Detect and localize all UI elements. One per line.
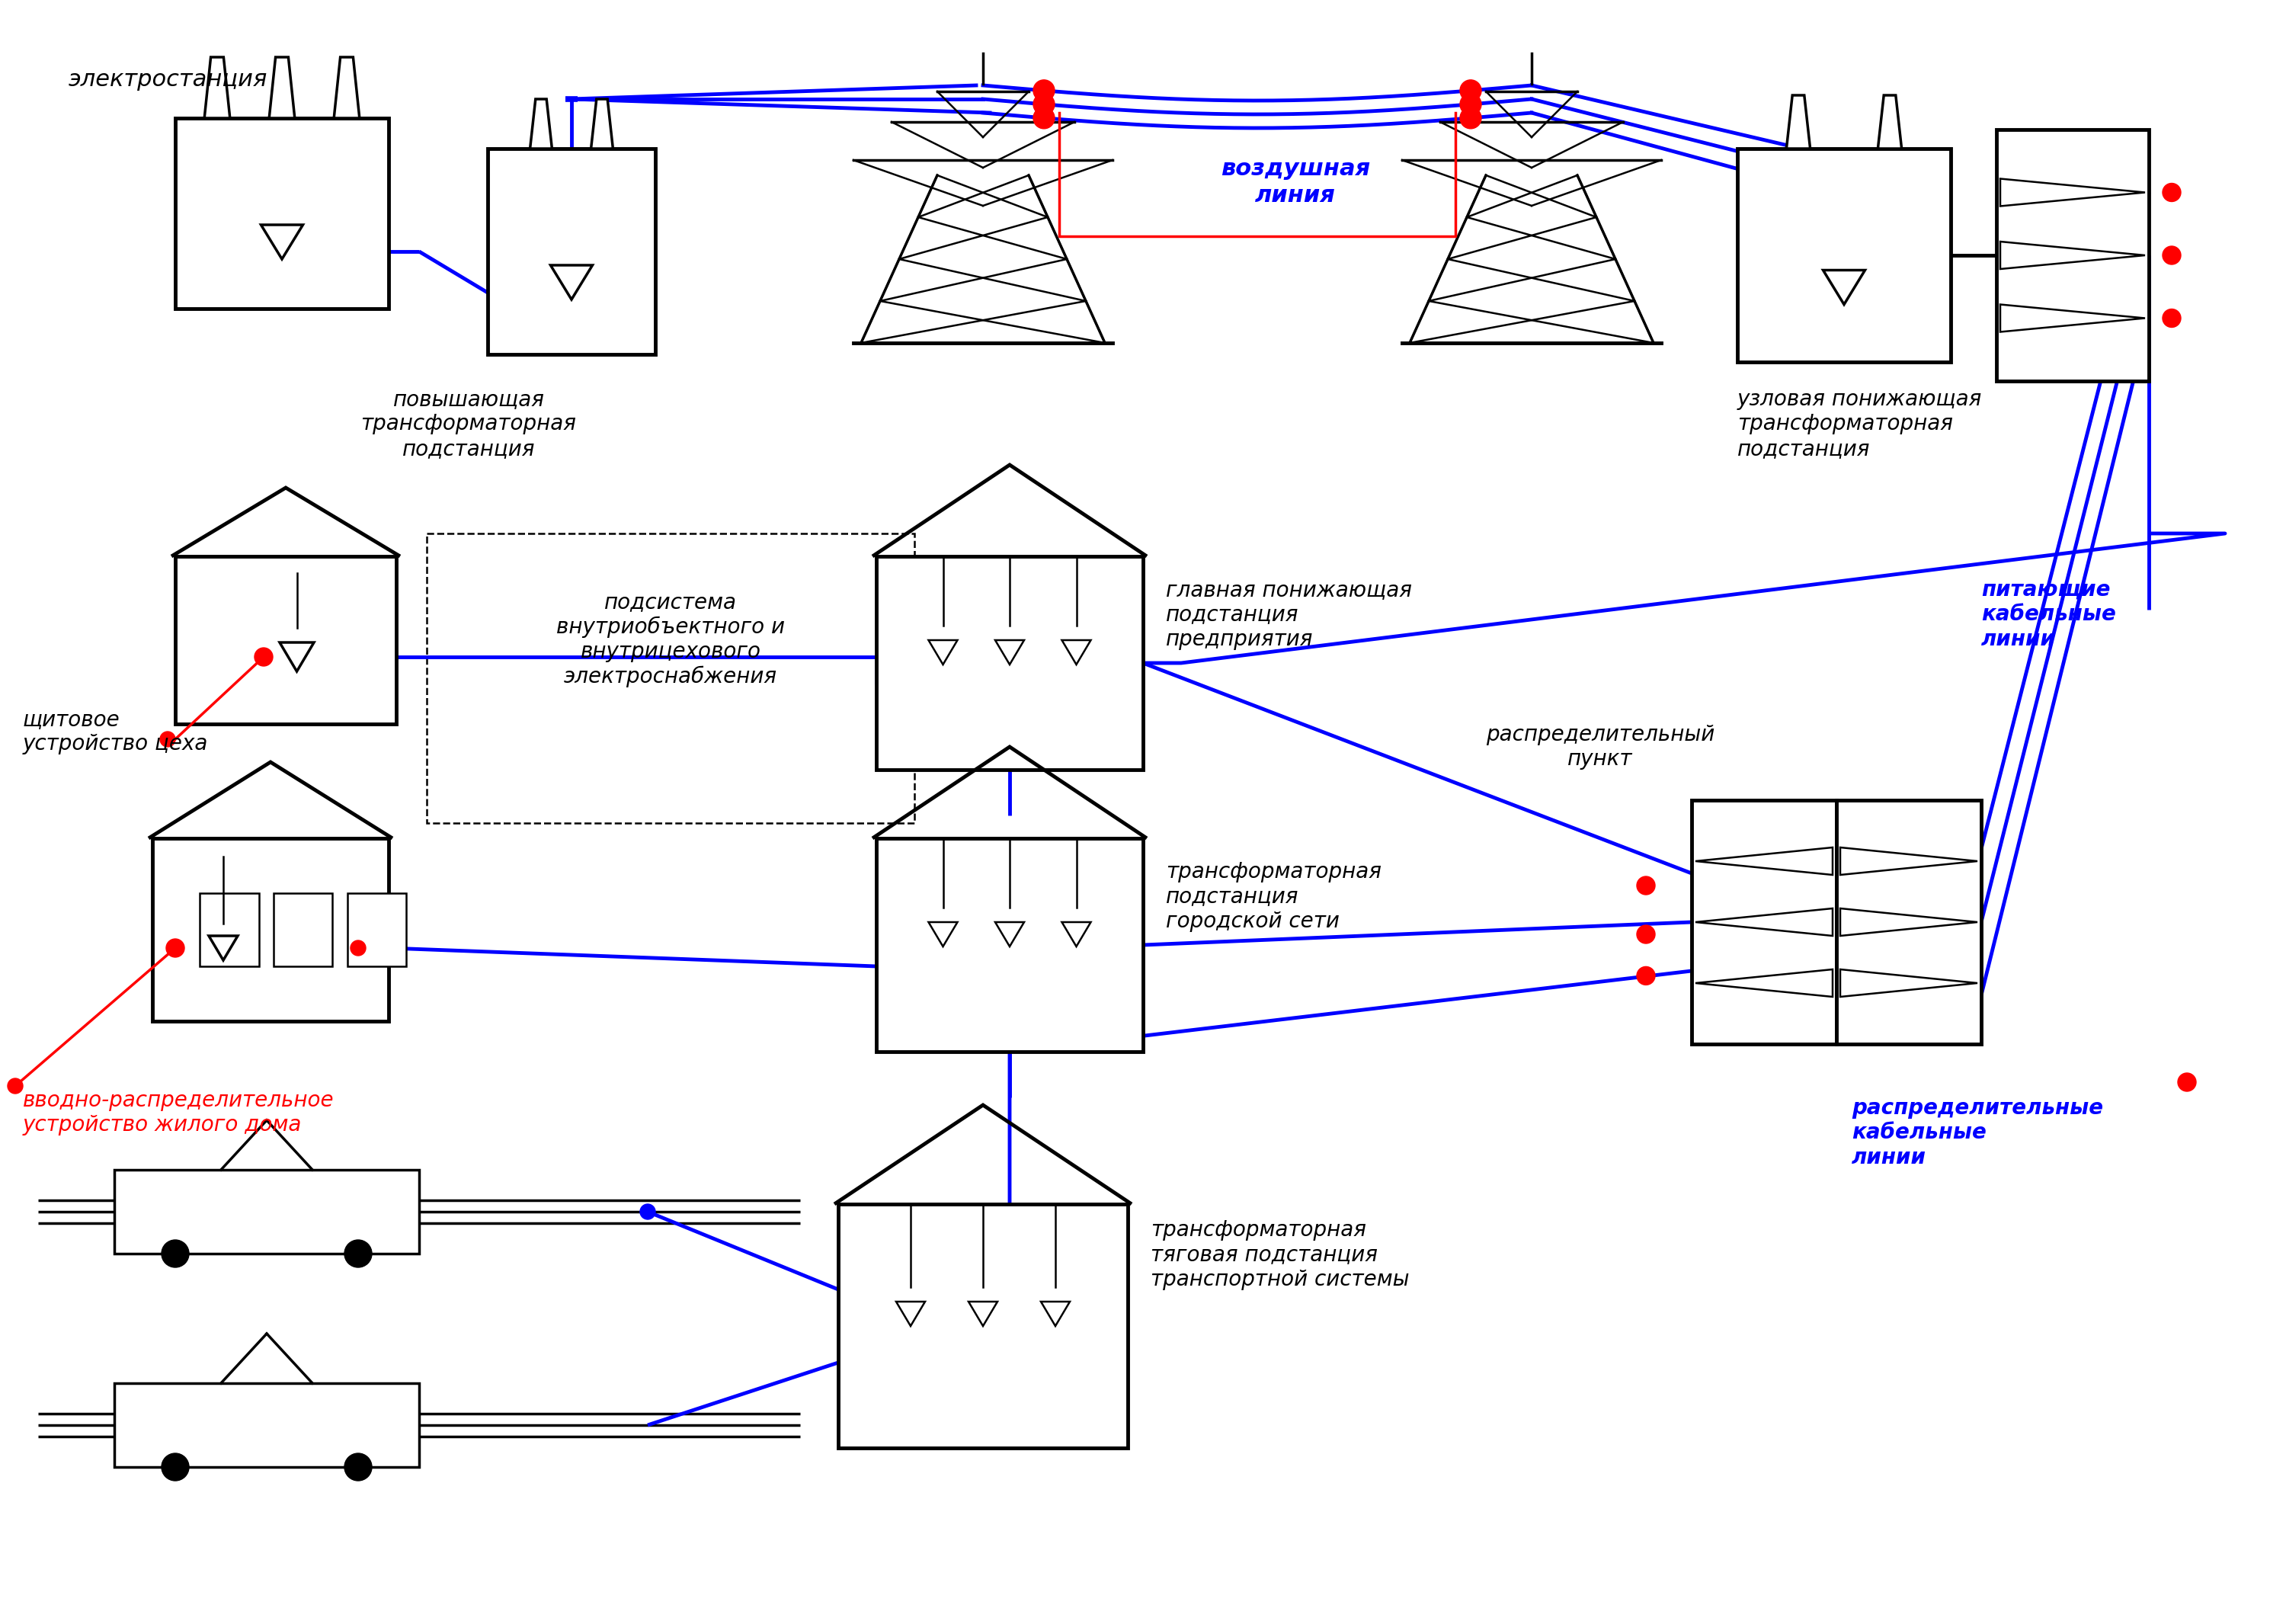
Polygon shape <box>592 99 613 149</box>
Polygon shape <box>1840 970 1977 997</box>
Text: подсистема
внутриобъектного и
внутрицехового
электроснабжения: подсистема внутриобъектного и внутрицехо… <box>555 591 784 687</box>
Circle shape <box>160 731 176 747</box>
Text: узловая понижающая
трансформаторная
подстанция: узловая понижающая трансформаторная подс… <box>1737 388 1982 460</box>
Bar <box>839 1203 1127 1449</box>
Polygon shape <box>994 640 1024 664</box>
Circle shape <box>640 1203 656 1220</box>
Polygon shape <box>928 640 958 664</box>
Text: трансформаторная
тяговая подстанция
транспортной системы: трансформаторная тяговая подстанция тран… <box>1150 1220 1408 1289</box>
Polygon shape <box>994 922 1024 947</box>
Text: главная понижающая
подстанция
предприятия: главная понижающая подстанция предприяти… <box>1166 580 1413 650</box>
Circle shape <box>350 940 366 955</box>
Text: повышающая
трансформаторная
подстанция: повышающая трансформаторная подстанция <box>361 388 576 460</box>
Circle shape <box>1033 94 1054 115</box>
Circle shape <box>2179 1073 2197 1091</box>
Text: вводно-распределительное
устройство жилого дома: вводно-распределительное устройство жило… <box>23 1090 334 1135</box>
Polygon shape <box>261 224 302 260</box>
Circle shape <box>167 939 185 957</box>
Bar <box>1996 130 2149 382</box>
Text: трансформаторная
подстанция
городской сети: трансформаторная подстанция городской се… <box>1166 861 1381 932</box>
Bar <box>347 893 407 966</box>
Polygon shape <box>2000 179 2144 206</box>
Polygon shape <box>334 57 359 119</box>
Circle shape <box>1461 107 1481 128</box>
Circle shape <box>1637 966 1655 984</box>
Text: питающие
кабельные
линии: питающие кабельные линии <box>1982 580 2117 650</box>
Circle shape <box>1637 877 1655 895</box>
Bar <box>1692 801 1836 1044</box>
Circle shape <box>162 1453 190 1481</box>
Circle shape <box>345 1453 373 1481</box>
Polygon shape <box>1696 908 1833 935</box>
Circle shape <box>345 1239 373 1267</box>
Bar <box>153 838 389 1021</box>
Text: распределительные
кабельные
линии: распределительные кабельные линии <box>1852 1098 2103 1168</box>
Polygon shape <box>203 57 231 119</box>
Polygon shape <box>896 1302 926 1327</box>
Polygon shape <box>1824 270 1865 304</box>
Circle shape <box>162 1239 190 1267</box>
Polygon shape <box>530 99 551 149</box>
Bar <box>199 893 258 966</box>
Text: щитовое
устройство цеха: щитовое устройство цеха <box>23 708 208 755</box>
Bar <box>876 557 1143 770</box>
Polygon shape <box>551 265 592 299</box>
Polygon shape <box>1040 1302 1070 1327</box>
Circle shape <box>1461 94 1481 115</box>
Bar <box>114 1384 418 1466</box>
Bar <box>487 149 656 354</box>
Polygon shape <box>1840 908 1977 935</box>
Bar <box>876 838 1143 1052</box>
Circle shape <box>2163 309 2181 328</box>
Polygon shape <box>1696 970 1833 997</box>
Bar <box>427 533 914 823</box>
Polygon shape <box>1061 922 1090 947</box>
Text: воздушная: воздушная <box>1221 158 1369 180</box>
Bar <box>1836 801 1982 1044</box>
Circle shape <box>2163 184 2181 201</box>
Polygon shape <box>2000 304 2144 331</box>
Bar <box>176 557 395 724</box>
Bar <box>1737 149 1950 362</box>
Polygon shape <box>1785 96 1811 149</box>
Polygon shape <box>969 1302 997 1327</box>
Polygon shape <box>279 643 313 671</box>
Circle shape <box>1461 80 1481 101</box>
Circle shape <box>1637 926 1655 944</box>
Circle shape <box>1033 107 1054 128</box>
Bar <box>176 119 389 309</box>
Polygon shape <box>1061 640 1090 664</box>
Circle shape <box>7 1078 23 1093</box>
Polygon shape <box>928 922 958 947</box>
Text: распределительный
пункт: распределительный пункт <box>1486 724 1714 770</box>
Polygon shape <box>1840 848 1977 875</box>
Circle shape <box>2163 247 2181 265</box>
Circle shape <box>1033 80 1054 101</box>
Polygon shape <box>2000 242 2144 270</box>
Polygon shape <box>208 935 238 960</box>
Polygon shape <box>1696 848 1833 875</box>
Text: электростанция: электростанция <box>69 68 267 91</box>
Polygon shape <box>270 57 295 119</box>
Circle shape <box>254 648 272 666</box>
Bar <box>114 1169 418 1254</box>
Polygon shape <box>1877 96 1902 149</box>
Text: линия: линия <box>1255 185 1335 206</box>
Bar <box>274 893 331 966</box>
